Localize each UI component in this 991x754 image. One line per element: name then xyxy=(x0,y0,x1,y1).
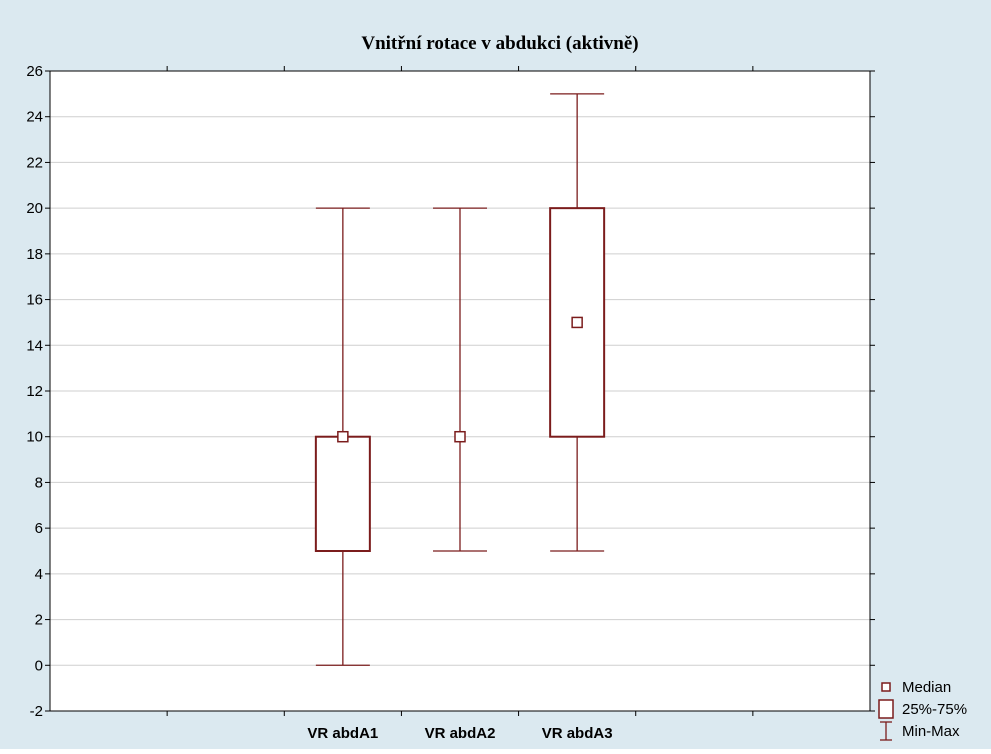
y-tick-label: 22 xyxy=(26,154,43,171)
y-tick-label: 8 xyxy=(35,474,43,491)
median-marker xyxy=(454,430,466,443)
y-tick-label: 24 xyxy=(26,109,43,126)
median-marker xyxy=(571,316,583,329)
legend-item-median: Median xyxy=(881,679,951,696)
plot-frame xyxy=(49,70,871,712)
median-marker xyxy=(337,430,349,443)
legend-label: Min-Max xyxy=(902,723,960,740)
box-vr-abda3 xyxy=(549,93,606,552)
x-category-label: VR abdA1 xyxy=(307,725,378,742)
iqr-box xyxy=(314,435,371,553)
legend-median-symbol xyxy=(881,682,891,692)
legend-item-whisker: Min-Max xyxy=(880,721,960,741)
box-vr-abda2 xyxy=(433,207,487,552)
chart-title: Vnitřní rotace v abdukci (aktivně) xyxy=(361,33,638,54)
y-tick-label: 2 xyxy=(35,612,43,629)
legend-label: Median xyxy=(902,679,951,696)
y-tick-label: 14 xyxy=(26,337,43,354)
legend-item-box: 25%-75% xyxy=(878,699,967,719)
y-tick-label: 4 xyxy=(35,566,43,583)
x-category-label: VR abdA3 xyxy=(542,725,613,742)
y-tick-label: 20 xyxy=(26,200,43,217)
legend-label: 25%-75% xyxy=(902,701,967,718)
y-tick-label: 12 xyxy=(26,383,43,400)
y-tick-label: 6 xyxy=(35,520,43,537)
legend: Median 25%-75% Min-Max xyxy=(878,679,967,741)
y-tick-label: 16 xyxy=(26,292,43,309)
y-tick-label: 10 xyxy=(26,429,43,446)
y-tick-label: 0 xyxy=(35,657,43,674)
box-vr-abda1 xyxy=(314,207,371,666)
y-tick-label: 26 xyxy=(26,63,43,80)
y-tick-label: 18 xyxy=(26,246,43,263)
x-category-label: VR abdA2 xyxy=(425,725,496,742)
y-tick-label: -2 xyxy=(30,703,43,720)
legend-box-symbol xyxy=(878,699,894,719)
